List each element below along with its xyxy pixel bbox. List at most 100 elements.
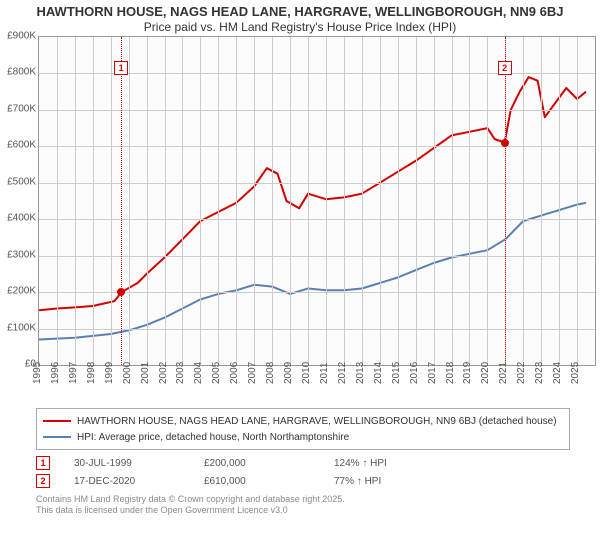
x-tick-label: 2000 [122,362,133,384]
x-tick-label: 2010 [301,362,312,384]
gridline-vertical [452,37,453,365]
gridline-vertical [308,37,309,365]
gridline-vertical [416,37,417,365]
gridline-horizontal [39,146,595,147]
gridline-vertical [236,37,237,365]
gridline-vertical [75,37,76,365]
gridline-vertical [577,37,578,365]
gridline-vertical [290,37,291,365]
x-tick-label: 1998 [86,362,97,384]
x-tick-label: 2020 [480,362,491,384]
gridline-horizontal [39,256,595,257]
chart: £0 £100K £200K £300K £400K £500K £600K £700K £80… [2,36,598,406]
sale-date: 30-JUL-1999 [74,458,204,469]
x-tick-label: 2004 [193,362,204,384]
sale-price: £200,000 [204,458,334,469]
gridline-vertical [541,37,542,365]
footnote-line-1: Contains HM Land Registry data © Crown c… [36,494,592,505]
sale-dot [501,139,509,147]
gridline-vertical [559,37,560,365]
gridline-vertical [111,37,112,365]
gridline-vertical [272,37,273,365]
sales-table: 130-JUL-1999£200,000124% ↑ HPI 2 17-DEC-20… [36,454,570,490]
chart-lines [39,37,595,365]
y-tick-label: £200K [2,286,36,297]
sale-dot [117,288,125,296]
gridline-vertical [254,37,255,365]
sale-price: £610,000 [204,476,334,487]
sale-row: 130-JUL-1999£200,000124% ↑ HPI [36,454,570,472]
legend-item: HAWTHORN HOUSE, NAGS HEAD LANE, HARGRAVE… [43,413,563,429]
x-tick-label: 2018 [445,362,456,384]
gridline-vertical [362,37,363,365]
y-tick-label: £600K [2,140,36,151]
x-tick-label: 2016 [409,362,420,384]
gridline-horizontal [39,110,595,111]
x-tick-label: 2005 [211,362,222,384]
x-tick-label: 2002 [158,362,169,384]
sale-date: 17-DEC-2020 [74,476,204,487]
gridline-vertical [380,37,381,365]
x-tick-label: 2017 [427,362,438,384]
x-tick-label: 2011 [319,362,330,384]
footnote-line-2: This data is licensed under the Open Gov… [36,505,592,516]
sale-marker: 2 [36,474,50,488]
footnote: Contains HM Land Registry data © Crown c… [36,494,592,517]
y-tick-label: £500K [2,176,36,187]
y-axis: £0£100K£200K£300K£400K£500K£600K£700K£80… [2,36,38,366]
legend-swatch [43,436,71,438]
gridline-horizontal [39,329,595,330]
x-tick-label: 1996 [50,362,61,384]
gridline-vertical [523,37,524,365]
x-tick-label: 2021 [498,362,509,384]
y-tick-label: £100K [2,322,36,333]
y-tick-label: £700K [2,103,36,114]
y-tick-label: £900K [2,31,36,42]
y-tick-label: £800K [2,67,36,78]
gridline-vertical [182,37,183,365]
x-tick-label: 2009 [283,362,294,384]
plot-area: 12 [38,36,596,366]
x-tick-label: 2001 [140,362,151,384]
reference-marker: 2 [498,61,512,75]
gridline-vertical [93,37,94,365]
x-tick-label: 1999 [104,362,115,384]
reference-line [121,37,122,365]
gridline-vertical [398,37,399,365]
gridline-vertical [218,37,219,365]
x-tick-label: 2013 [355,362,366,384]
x-tick-label: 1997 [68,362,79,384]
gridline-horizontal [39,219,595,220]
x-tick-label: 2008 [265,362,276,384]
sale-row: 2 17-DEC-2020£610,00077% ↑ HPI [36,472,570,490]
gridline-vertical [469,37,470,365]
y-tick-label: £0 [2,359,36,370]
reference-line [505,37,506,365]
gridline-vertical [200,37,201,365]
title-block: HAWTHORN HOUSE, NAGS HEAD LANE, HARGRAVE… [0,0,600,36]
legend-label: HPI: Average price, detached house, Nort… [77,432,349,443]
legend: HAWTHORN HOUSE, NAGS HEAD LANE, HARGRAVE… [36,408,570,450]
gridline-vertical [165,37,166,365]
x-tick-label: 2014 [373,362,384,384]
sale-delta: 77% ↑ HPI [334,476,464,487]
legend-item: HPI: Average price, detached house, Nort… [43,429,563,445]
gridline-vertical [147,37,148,365]
y-tick-label: £300K [2,249,36,260]
x-tick-label: 2007 [247,362,258,384]
x-tick-label: 2023 [534,362,545,384]
x-tick-label: 2024 [552,362,563,384]
x-tick-label: 2019 [462,362,473,384]
gridline-vertical [129,37,130,365]
gridline-vertical [487,37,488,365]
legend-label: HAWTHORN HOUSE, NAGS HEAD LANE, HARGRAVE… [77,416,557,427]
x-tick-label: 2025 [570,362,581,384]
legend-swatch [43,420,71,422]
gridline-vertical [326,37,327,365]
gridline-vertical [434,37,435,365]
y-tick-label: £400K [2,213,36,224]
x-tick-label: 2003 [175,362,186,384]
x-tick-label: 2012 [337,362,348,384]
x-tick-label: 1995 [32,362,43,384]
gridline-vertical [57,37,58,365]
